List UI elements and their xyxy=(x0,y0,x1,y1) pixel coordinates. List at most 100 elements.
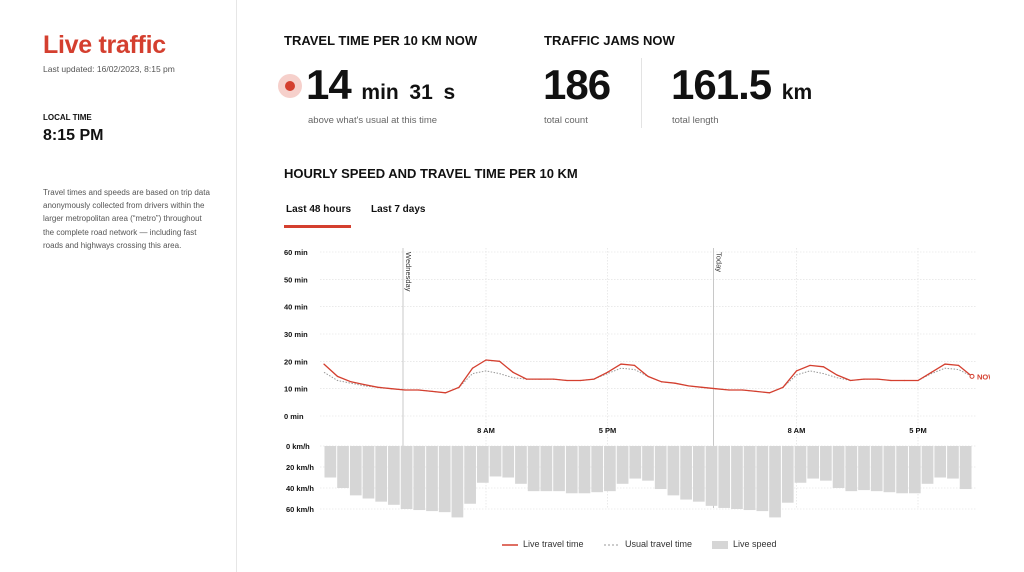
speed-bar xyxy=(578,446,591,494)
speed-bar xyxy=(540,446,553,492)
kpi-divider xyxy=(641,58,642,128)
speed-bar xyxy=(680,446,692,500)
jam-length-value: 161.5 km xyxy=(671,61,812,109)
speed-bar xyxy=(349,446,362,496)
speed-bar xyxy=(438,446,451,513)
legend-usual-travel-time: Usual travel time xyxy=(625,539,693,549)
y-tick-label: 30 min xyxy=(284,330,308,339)
live-travel-point xyxy=(566,379,568,382)
speed-bar xyxy=(476,446,489,483)
speed-bar xyxy=(743,446,756,511)
speed-bar xyxy=(553,446,565,492)
live-travel-point xyxy=(809,364,811,367)
jam-length-number: 161.5 xyxy=(671,61,772,108)
speed-bar xyxy=(654,446,667,490)
speed-bar xyxy=(959,446,972,490)
speed-bar xyxy=(667,446,680,496)
live-travel-point xyxy=(350,381,352,383)
travel-time-value: 14 min 31 s xyxy=(306,61,455,109)
speed-tick-label: 40 km/h xyxy=(286,484,314,493)
live-travel-point xyxy=(512,371,514,373)
speed-bar xyxy=(883,446,896,493)
tab-last-48-hours[interactable]: Last 48 hours xyxy=(286,204,352,215)
live-travel-point xyxy=(390,388,393,390)
live-travel-point xyxy=(836,374,838,376)
jam-length-unit: km xyxy=(781,81,813,104)
speed-tick-label: 60 km/h xyxy=(286,505,314,514)
live-travel-point xyxy=(606,371,609,373)
speed-bar xyxy=(565,446,578,494)
day-annotation: Wednesday xyxy=(404,252,413,292)
app-title: Live traffic xyxy=(43,31,166,59)
live-travel-point xyxy=(782,386,784,388)
last-updated: Last updated: 16/02/2023, 8:15 pm xyxy=(43,64,175,74)
speed-bar xyxy=(413,446,426,511)
live-travel-point xyxy=(957,364,960,367)
live-travel-point xyxy=(417,389,420,391)
day-annotation: Today xyxy=(715,252,724,272)
live-travel-point xyxy=(579,379,582,382)
live-travel-point xyxy=(633,364,636,367)
travel-time-min-unit: min xyxy=(361,81,399,104)
tab-last-7-days[interactable]: Last 7 days xyxy=(371,204,426,215)
speed-bar xyxy=(527,446,540,492)
speed-bar xyxy=(362,446,375,499)
speed-bar xyxy=(794,446,807,483)
speed-bar xyxy=(629,446,642,479)
traffic-jams-heading: TRAFFIC JAMS NOW xyxy=(544,33,675,48)
speed-bar xyxy=(756,446,769,512)
speed-bar xyxy=(388,446,400,505)
y-tick-label: 20 min xyxy=(284,357,308,366)
live-travel-point xyxy=(903,379,906,382)
legend-live-speed: Live speed xyxy=(733,539,777,549)
x-tick-label: 8 AM xyxy=(477,426,495,435)
live-travel-point xyxy=(930,371,933,373)
speed-bar xyxy=(718,446,731,508)
speed-bar xyxy=(604,446,616,492)
live-travel-point xyxy=(458,386,460,388)
local-time-label: LOCAL TIME xyxy=(43,113,92,122)
speed-bar xyxy=(426,446,438,512)
live-travel-point xyxy=(323,363,325,365)
live-indicator-dot-icon xyxy=(285,81,295,91)
live-travel-point xyxy=(660,381,663,383)
travel-time-seconds: 31 xyxy=(409,81,433,104)
jam-length-caption: total length xyxy=(672,115,719,126)
x-tick-label: 5 PM xyxy=(909,426,927,435)
speed-bar xyxy=(947,446,959,479)
jam-count-value: 186 xyxy=(543,61,611,108)
speed-bar xyxy=(324,446,337,478)
sidebar-description: Travel times and speeds are based on tri… xyxy=(43,188,210,250)
legend-live-travel-swatch xyxy=(502,544,518,546)
speed-bar xyxy=(642,446,654,481)
live-travel-point xyxy=(944,363,946,365)
speed-bar xyxy=(489,446,502,477)
live-travel-point xyxy=(404,389,406,391)
speed-bar xyxy=(807,446,820,479)
live-travel-point xyxy=(917,379,919,382)
travel-time-sec-unit: s xyxy=(443,81,456,104)
now-marker xyxy=(969,373,975,379)
y-tick-label: 50 min xyxy=(284,275,308,284)
speed-bar xyxy=(731,446,743,509)
live-travel-point xyxy=(647,375,649,377)
live-travel-point xyxy=(876,378,879,380)
live-travel-point xyxy=(728,389,730,391)
legend-live-travel-time: Live travel time xyxy=(523,539,584,549)
speed-bar xyxy=(692,446,705,502)
x-tick-label: 5 PM xyxy=(599,426,617,435)
live-travel-point xyxy=(431,390,433,392)
live-travel-point xyxy=(849,379,852,382)
legend-usual-travel-swatch xyxy=(604,544,620,546)
y-tick-label: 10 min xyxy=(284,385,308,394)
speed-bar xyxy=(375,446,388,502)
live-travel-point xyxy=(485,359,487,361)
live-travel-point xyxy=(444,392,447,394)
live-travel-point xyxy=(795,370,798,372)
live-travel-point xyxy=(768,392,771,394)
live-travel-point xyxy=(755,390,757,392)
speed-bar xyxy=(464,446,476,504)
live-travel-point xyxy=(674,382,676,384)
y-tick-label: 60 min xyxy=(284,248,308,257)
speed-bar xyxy=(705,446,718,506)
